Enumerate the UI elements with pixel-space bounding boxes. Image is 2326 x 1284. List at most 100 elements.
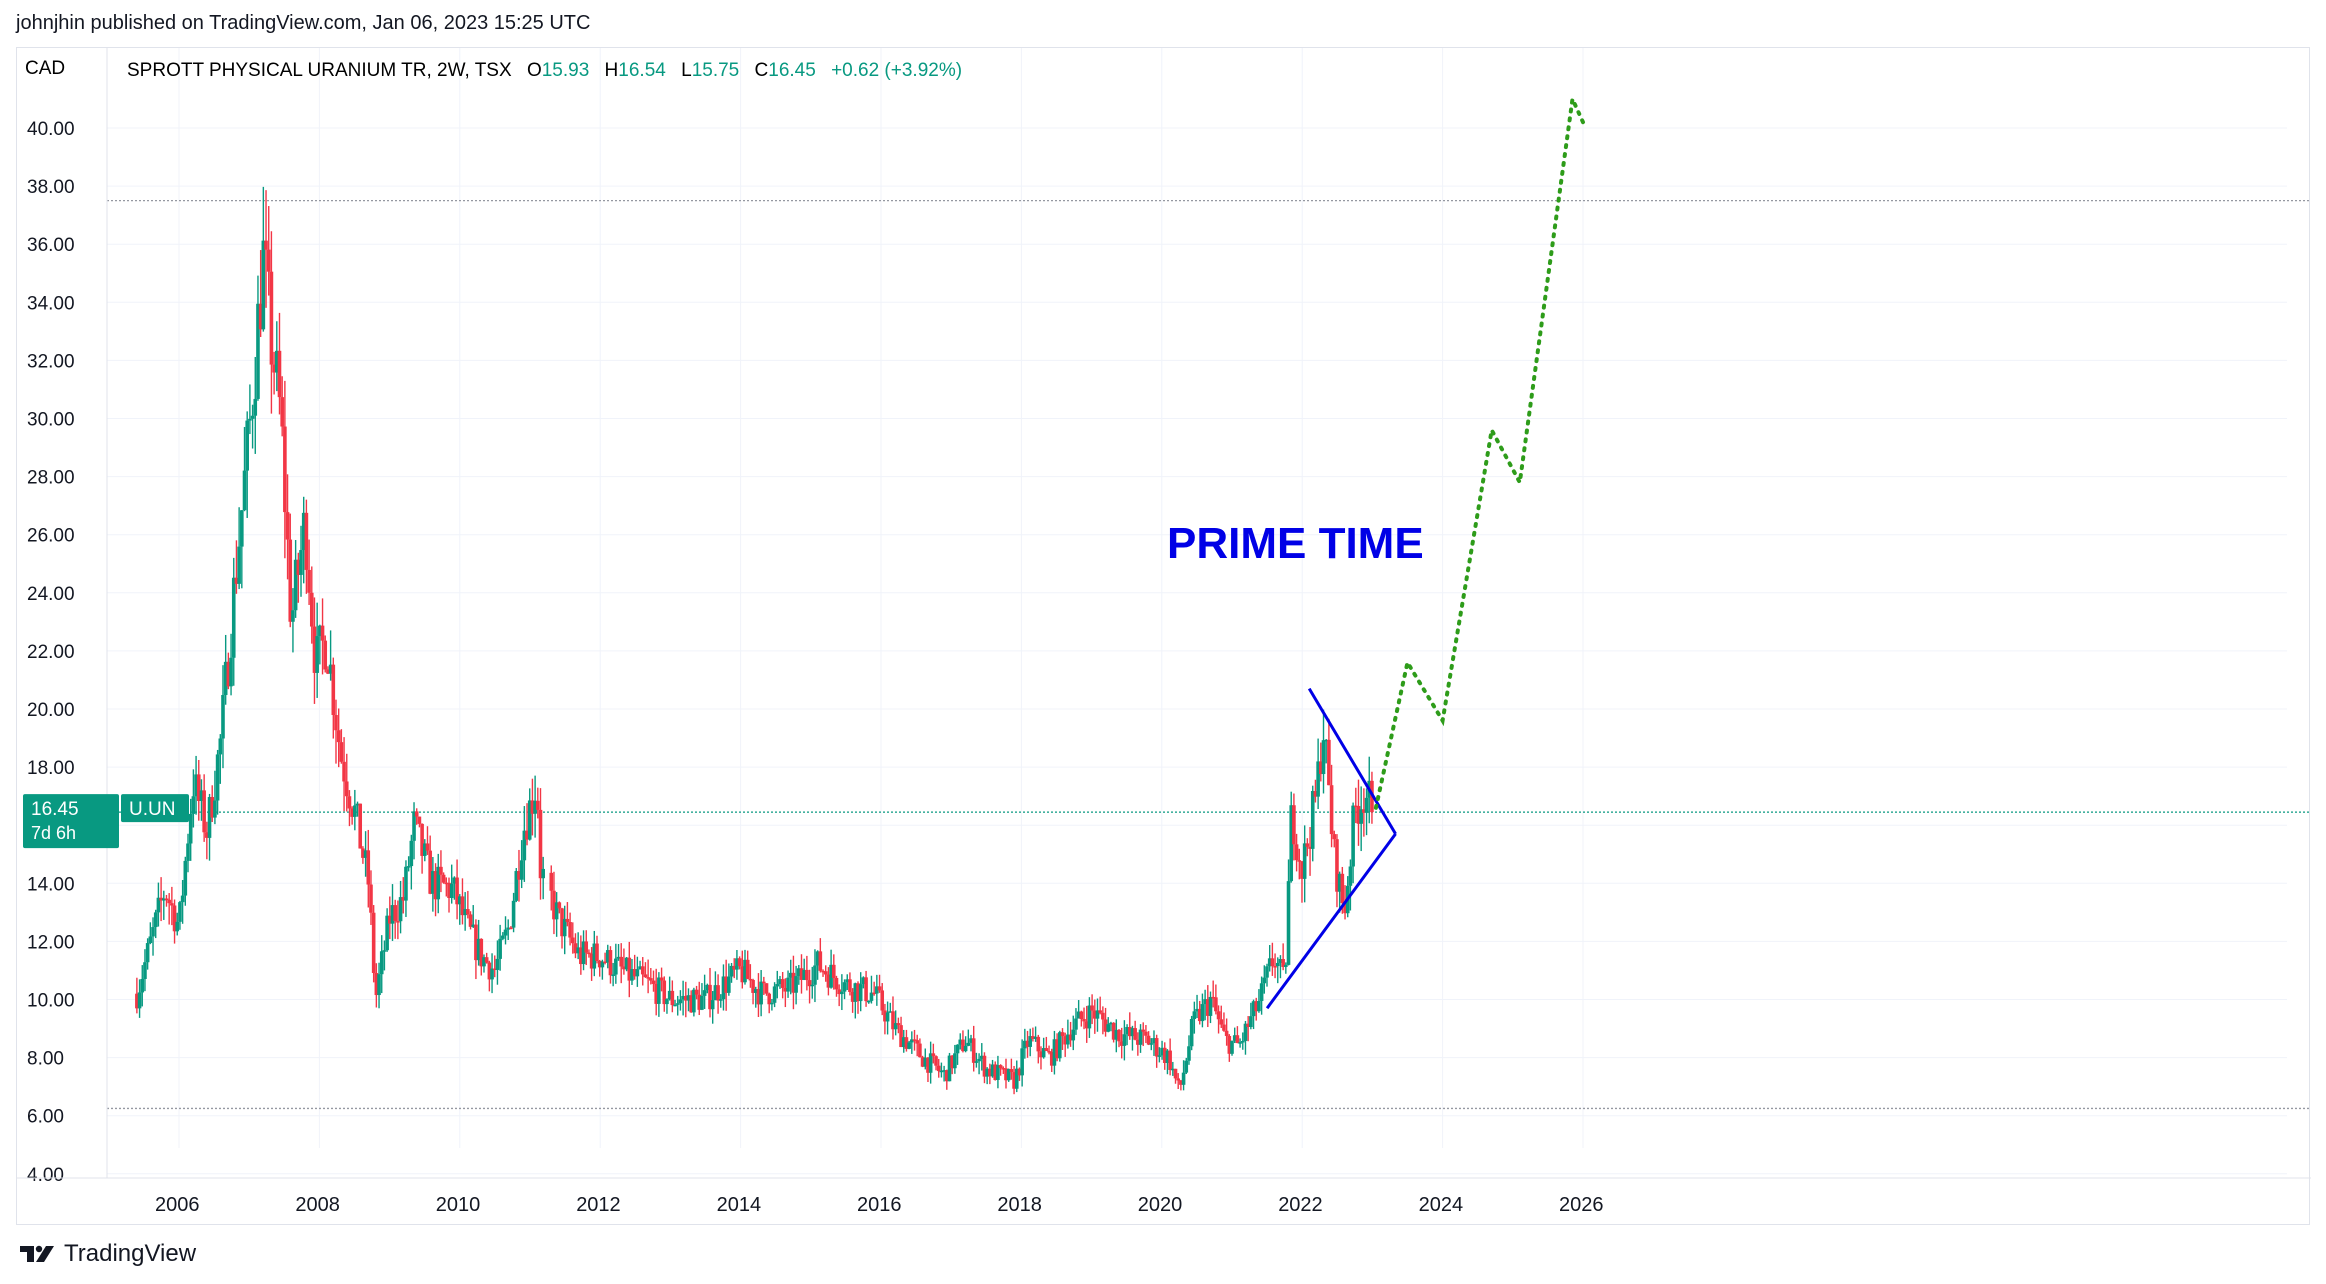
price-chart[interactable]: 40.00 38.00 36.00 34.00 32.00 30.00 28.00 26.00… <box>17 48 2311 1226</box>
y-tick-label: 6.00 <box>27 1107 64 1128</box>
candle-body <box>172 905 177 932</box>
price-badge-value: 16.45 <box>31 799 79 820</box>
candle-body <box>1149 1043 1154 1045</box>
candle-body <box>926 1057 930 1073</box>
candle-body <box>479 938 484 967</box>
candle-body <box>1033 1036 1038 1039</box>
candle-body <box>565 918 570 923</box>
candle-body <box>1144 1031 1148 1036</box>
candle-body <box>579 947 583 965</box>
candle-body <box>452 877 457 884</box>
candle-body <box>966 1042 971 1046</box>
candle-body <box>256 303 260 399</box>
candle-body <box>891 1011 895 1030</box>
candle-body <box>538 809 543 879</box>
candle-body <box>1254 1001 1259 1012</box>
candle-body <box>1240 1040 1245 1043</box>
candle-body <box>501 935 505 939</box>
candle-body <box>1294 844 1299 861</box>
candle-body <box>339 742 344 762</box>
candle-body <box>780 979 785 988</box>
candle-body <box>1127 1027 1132 1037</box>
candle-body <box>788 972 793 978</box>
candle-body <box>288 539 293 622</box>
candle-body <box>928 1053 933 1073</box>
x-tick-label: 2008 <box>295 1194 340 1216</box>
candle-body <box>576 947 580 954</box>
candle-body <box>1068 1034 1073 1041</box>
y-tick-label: 12.00 <box>27 932 75 953</box>
candle-body <box>272 364 276 373</box>
candle-body <box>697 994 702 1010</box>
candle-body <box>619 956 624 967</box>
x-tick-label: 2012 <box>576 1194 621 1216</box>
candle-body <box>904 1037 909 1049</box>
candle-body <box>826 974 831 988</box>
candle-body <box>1060 1032 1065 1037</box>
tradingview-logo[interactable]: TradingView <box>18 1240 196 1268</box>
candle-body <box>519 860 524 880</box>
candle-body <box>258 303 263 330</box>
candle-body <box>662 980 667 1005</box>
candle-body <box>509 927 513 930</box>
candle-body <box>250 415 255 419</box>
candle-body <box>802 969 806 980</box>
candle-body <box>807 980 812 987</box>
candle-body <box>1173 1068 1178 1079</box>
prime-time-annotation[interactable]: PRIME TIME <box>1167 519 1424 568</box>
candle-body <box>799 968 804 980</box>
candle-body <box>562 918 567 937</box>
candle-body <box>837 989 841 995</box>
candle-body <box>1362 809 1366 813</box>
candle-body <box>344 781 349 797</box>
candle-body <box>813 965 817 985</box>
currency-label: CAD <box>25 58 65 79</box>
candle-body <box>280 397 284 427</box>
candle-body <box>907 1042 911 1049</box>
candle-body <box>557 902 562 909</box>
candle-body <box>1313 790 1318 797</box>
candle-body <box>1082 1019 1086 1022</box>
candle-body <box>872 992 876 995</box>
candle-body <box>772 986 777 1003</box>
candle-body <box>253 398 258 416</box>
candle-body <box>261 240 266 330</box>
candle-body <box>1351 805 1355 867</box>
candle-body <box>971 1038 976 1063</box>
candle-body <box>1109 1022 1113 1025</box>
chart-frame[interactable]: 40.00 38.00 36.00 34.00 32.00 30.00 28.00 26.00… <box>16 47 2311 1226</box>
candle-body <box>1125 1027 1129 1035</box>
candle-body <box>764 983 769 994</box>
candle-body <box>899 1025 903 1048</box>
candle-body <box>1071 1029 1076 1041</box>
candle-body <box>1316 761 1320 797</box>
candle-body <box>433 871 438 900</box>
candle-body <box>215 754 220 801</box>
candle-body <box>649 978 653 981</box>
candle-body <box>767 993 772 1005</box>
candle-body <box>643 974 648 978</box>
candle-body <box>414 811 419 817</box>
candle-body <box>1281 959 1285 967</box>
candle-body <box>398 897 403 922</box>
candle-body <box>1224 1030 1229 1036</box>
candle-body <box>713 985 718 1001</box>
candle-body <box>1101 1012 1105 1020</box>
candle-body <box>584 941 589 953</box>
candle-body <box>218 738 223 755</box>
candle-body <box>1214 997 1218 1012</box>
candle-body <box>188 813 193 844</box>
x-tick-label: 2014 <box>717 1194 762 1216</box>
candle-body <box>1165 1050 1170 1063</box>
candle-body <box>1230 1040 1234 1054</box>
candle-body <box>1284 964 1288 967</box>
candle-body <box>307 569 311 593</box>
candle-body <box>1133 1028 1137 1040</box>
y-tick-label: 30.00 <box>27 410 75 431</box>
candle-body <box>361 848 365 858</box>
y-tick-label: 28.00 <box>27 468 75 489</box>
candle-body <box>745 959 750 979</box>
candle-body <box>449 883 454 898</box>
candle-body <box>762 981 766 984</box>
legend-change-value: +0.62 (+3.92%) <box>831 60 962 81</box>
